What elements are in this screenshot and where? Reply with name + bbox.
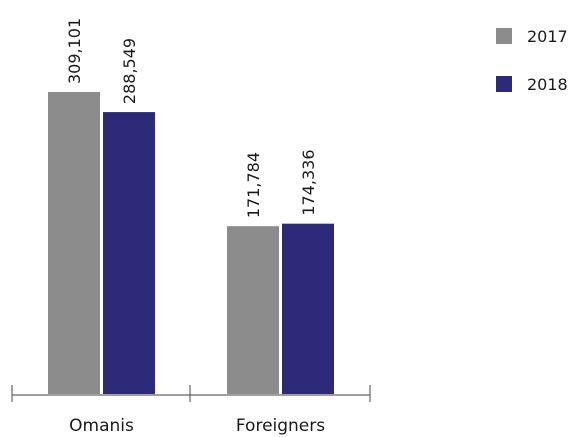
x-tick-label: Omanis	[69, 416, 134, 436]
legend-label: 2018	[527, 75, 568, 94]
value-label: 174,336	[299, 149, 318, 215]
legend-swatch	[496, 28, 512, 44]
legend-label: 2017	[527, 27, 568, 46]
value-label: 309,101	[65, 18, 84, 84]
value-label: 288,549	[120, 38, 139, 104]
bar	[48, 92, 100, 394]
legend-swatch	[496, 76, 512, 92]
value-label: 171,784	[244, 152, 263, 218]
bar	[282, 223, 334, 394]
x-tick-label: Foreigners	[236, 416, 325, 436]
bar	[227, 226, 279, 394]
bar	[103, 112, 155, 394]
